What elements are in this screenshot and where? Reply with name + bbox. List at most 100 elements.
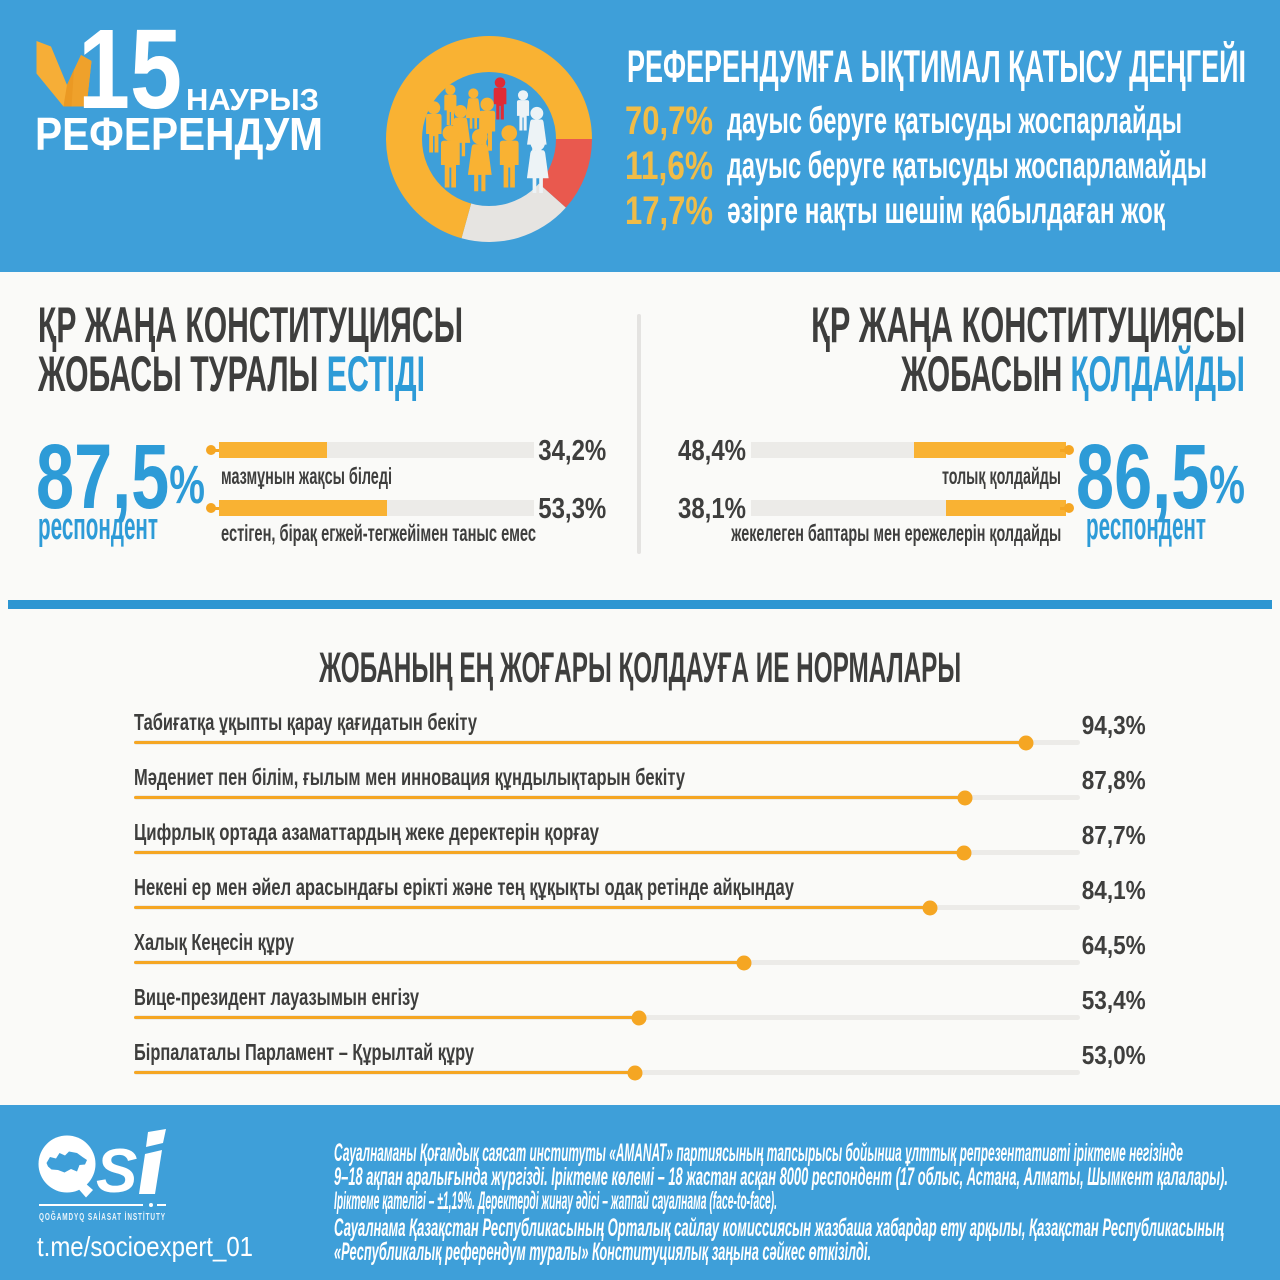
- participation-value: 17,7%: [625, 191, 715, 231]
- participation-row: 70,7% дауыс беруге қатысуды жоспарлайды: [0, 101, 1280, 145]
- heard-bar-track: [219, 442, 534, 458]
- heard-bar-label: мазмұнын жақсы біледі: [221, 465, 494, 488]
- norm-track: [134, 735, 1080, 750]
- support-section-title: ҚР ЖАҢА КОНСТИТУЦИЯСЫ: [538, 297, 1245, 353]
- norm-label: Вице-президент лауазымын енгізу: [134, 986, 532, 1009]
- support-bar-track: [751, 442, 1066, 458]
- norm-fill: [134, 1071, 636, 1074]
- logo-month-text: НАУРЫЗ: [186, 82, 319, 117]
- header-band: 15 НАУРЫЗ РЕФЕРЕНДУМ: [0, 0, 1280, 272]
- norms-title: ЖОБАНЫҢ ЕҢ ЖОҒАРЫ ҚОЛДАУҒА ИЕ НОРМАЛАРЫ: [0, 647, 1280, 690]
- norm-label-text: Некені ер мен әйел арасындағы ерікті жән…: [134, 874, 794, 900]
- qsi-org-name: QOĞAMDYQ SAİASAT İNSTİTUTY: [39, 1211, 247, 1223]
- support-bar-value-text: 48,4%: [678, 435, 746, 467]
- participation-row: 11,6% дауыс беруге қатысуды жоспарламайд…: [0, 146, 1280, 190]
- norm-value-text: 64,5%: [1082, 930, 1146, 960]
- norm-label-text: Мәдениет пен білім, ғылым мен инновация …: [134, 764, 685, 790]
- qsi-logo: S: [38, 1129, 166, 1206]
- norm-label-text: Цифрлық ортада азаматтардың жеке деректе…: [134, 819, 599, 845]
- norm-dot: [627, 1065, 643, 1080]
- norm-label: Цифрлық ортада азаматтардың жеке деректе…: [134, 821, 771, 844]
- support-bar-label-text: толық қолдайды: [942, 463, 1061, 489]
- support-section-title-text-text: ҚОЛДАЙДЫ: [1070, 345, 1245, 402]
- support-section-title-text: ЖОБАСЫН ҚОЛДАЙДЫ: [901, 349, 1245, 399]
- support-bar-value: 48,4%: [678, 437, 760, 466]
- heard-stat-text: 87,5%: [36, 431, 205, 550]
- heard-bar-value-text: 34,2%: [538, 435, 606, 467]
- note-line: Іріктеме қателігі – ±1,19%. Деректерді ж…: [334, 1187, 1254, 1215]
- support-stat-text: 86,5%: [1076, 431, 1245, 550]
- support-section-title-text: ҚР ЖАҢА КОНСТИТУЦИЯСЫ: [811, 297, 1245, 353]
- norm-label-text: Халық Кеңесін құру: [134, 929, 294, 955]
- norm-track: [134, 900, 1080, 915]
- support-stat-text-text: 86,5: [1076, 426, 1210, 528]
- participation-label-text: дауыс беруге қатысуды жоспарламайды: [727, 145, 1207, 186]
- norm-value-text: 87,7%: [1082, 820, 1146, 850]
- support-bar-label-text: жекелеген баптары мен ережелерін қолдайд…: [731, 520, 1061, 546]
- participation-value-text: 70,7%: [625, 99, 713, 143]
- footer-rule-end: [157, 1204, 166, 1206]
- support-stat-caption: респондент: [1086, 508, 1280, 546]
- heard-stat-text-text: 87,5: [36, 426, 170, 528]
- participation-row: 17,7% әзірге нақты шешім қабылдаған жоқ: [0, 191, 1280, 235]
- norm-dot: [631, 1010, 647, 1025]
- norm-dot: [957, 790, 973, 805]
- norm-value: 53,0%: [1072, 1042, 1146, 1068]
- participation-label: дауыс беруге қатысуды жоспарлайды: [727, 101, 1280, 141]
- note-line: «Республикалық референдум туралы» Консти…: [334, 1240, 1254, 1265]
- note-line-text: Іріктеме қателігі – ±1,19%. Деректерді ж…: [334, 1187, 777, 1215]
- norm-value: 87,7%: [1072, 822, 1146, 848]
- norm-value: 64,5%: [1072, 932, 1146, 958]
- support-bar-label: толық қолдайды: [869, 465, 1061, 488]
- participation-title: РЕФЕРЕНДУМҒА ЫҚТИМАЛ ҚАТЫСУ ДЕҢГЕЙІ: [627, 44, 1280, 89]
- norm-fill: [134, 961, 745, 964]
- norm-label: Табиғатқа ұқыпты қарау қағидатын бекіту: [134, 711, 615, 734]
- norm-fill: [134, 1016, 640, 1019]
- norm-label: Халық Кеңесін құру: [134, 931, 358, 954]
- support-section-title-text-text: ЖОБАСЫН: [901, 345, 1063, 402]
- heard-stat-caption-text: респондент: [38, 506, 158, 548]
- note-line-text: Сауалнаманы Қоғамдық саясат институты «A…: [334, 1139, 1183, 1167]
- heard-bar-fill: [219, 442, 327, 458]
- support-bar-label: жекелеген баптары мен ережелерін қолдайд…: [532, 522, 1061, 545]
- norm-track: [134, 790, 1080, 805]
- logo-day: 15: [78, 12, 204, 126]
- norm-label-text: Табиғатқа ұқыпты қарау қағидатын бекіту: [134, 709, 477, 735]
- note-line: Сауалнама Қазақстан Республикасының Орта…: [334, 1214, 1254, 1242]
- telegram-handle[interactable]: t.me/socioexpert_01: [37, 1231, 289, 1263]
- heard-section-title-text: ҚР ЖАҢА КОНСТИТУЦИЯСЫ: [38, 297, 463, 353]
- logo-title: РЕФЕРЕНДУМ: [35, 111, 361, 157]
- norm-dot: [956, 845, 972, 860]
- heard-bar-label: естіген, бірақ егжей-тегжейімен таныс ем…: [221, 522, 716, 545]
- footer-rule-dot: [149, 1203, 153, 1207]
- heard-section-title-text-text: ЖОБАСЫ ТУРАЛЫ: [38, 345, 319, 402]
- support-section-title: ЖОБАСЫН ҚОЛДАЙДЫ: [662, 349, 1245, 399]
- norm-value: 84,1%: [1072, 877, 1146, 903]
- norm-dot: [1018, 735, 1034, 750]
- support-bar-fill: [913, 442, 1066, 458]
- norms-title-text: ЖОБАНЫҢ ЕҢ ЖОҒАРЫ ҚОЛДАУҒА ИЕ НОРМАЛАРЫ: [318, 644, 961, 692]
- norm-fill: [134, 906, 930, 909]
- heard-section-title-text: ЖОБАСЫ ТУРАЛЫ ЕСТІДІ: [38, 349, 425, 399]
- bar-stem: [1060, 448, 1070, 452]
- qsi-org-name-text: QOĞAMDYQ SAİASAT İNSTİTUTY: [39, 1211, 166, 1223]
- norm-value-text: 53,0%: [1082, 1040, 1146, 1070]
- norm-track: [134, 1010, 1080, 1025]
- participation-value-text: 11,6%: [625, 144, 713, 188]
- bar-stem: [1060, 506, 1070, 510]
- norm-value-text: 84,1%: [1082, 875, 1146, 905]
- note-line-text: Сауалнама Қазақстан Республикасының Орта…: [334, 1214, 1224, 1242]
- norm-label-text: Вице-президент лауазымын енгізу: [134, 984, 419, 1010]
- norm-fill: [134, 796, 965, 799]
- norm-track: [134, 845, 1080, 860]
- note-line-text: 9–18 ақпан аралығында жүргізді. Іріктеме…: [334, 1163, 1228, 1191]
- heard-bar-label-text: мазмұнын жақсы біледі: [221, 463, 392, 489]
- note-line: 9–18 ақпан аралығында жүргізді. Іріктеме…: [334, 1163, 1254, 1191]
- footer-rule: [39, 1204, 143, 1206]
- heard-bar-value-text: 53,3%: [538, 493, 606, 525]
- norm-value-text: 53,4%: [1082, 985, 1146, 1015]
- norm-fill: [134, 851, 964, 854]
- qsi-letter-s: S: [96, 1137, 137, 1206]
- heard-bar-label-text: естіген, бірақ егжей-тегжейімен таныс ем…: [221, 520, 536, 546]
